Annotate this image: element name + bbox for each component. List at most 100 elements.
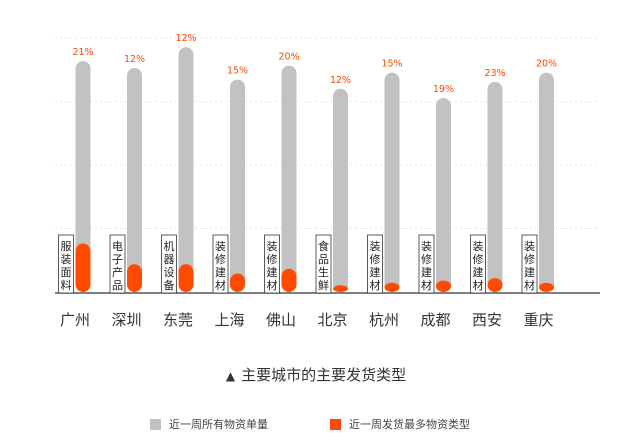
legend-swatch-gray: [150, 418, 161, 430]
bar-total: [436, 98, 451, 292]
type-label: 食品生鲜: [318, 239, 329, 292]
bar-total: [333, 88, 348, 292]
bar-total: [178, 47, 194, 293]
type-label-box: [521, 234, 538, 294]
type-label-char: 材: [370, 278, 381, 292]
bar-total: [127, 68, 142, 292]
type-label-char: 装: [421, 240, 432, 253]
legend-label-top-type: 近一周发货最多物资类型: [349, 418, 470, 431]
bar-top-type: [436, 280, 451, 292]
bar-top-type: [384, 282, 400, 292]
type-label-char: 修: [267, 252, 278, 266]
type-label-char: 设: [164, 266, 175, 279]
type-label-box: [161, 234, 177, 294]
type-label-char: 装: [215, 240, 226, 253]
bar-top-type: [487, 278, 503, 292]
grid-lines: [55, 37, 600, 229]
x-tick-label: 西安: [472, 311, 502, 329]
percent-label: 15%: [381, 59, 402, 70]
percent-label: 20%: [278, 52, 299, 63]
type-label-char: 品: [112, 279, 123, 292]
type-label-char: 机: [164, 239, 175, 253]
type-label-char: 建: [421, 265, 432, 279]
type-label-box: [367, 234, 383, 294]
type-label-char: 材: [473, 278, 484, 292]
type-label-char: 食: [318, 239, 329, 253]
type-label-char: 材: [421, 278, 432, 292]
type-label-box: [58, 234, 74, 294]
type-label-char: 建: [473, 265, 484, 279]
type-label-char: 装: [524, 240, 535, 253]
type-label-char: 装: [61, 253, 72, 266]
type-label-box: [418, 234, 435, 294]
type-label-char: 建: [215, 265, 226, 279]
type-label-char: 备: [164, 278, 175, 292]
type-label-char: 料: [61, 278, 72, 292]
bar-total: [384, 72, 400, 293]
type-label-char: 鲜: [318, 278, 329, 292]
bar-total: [281, 65, 297, 292]
x-tick-label: 广州: [60, 311, 90, 329]
x-tick-label: 北京: [317, 311, 347, 329]
bar-top-type: [230, 273, 245, 292]
type-label-char: 器: [164, 253, 175, 266]
x-tick-label: 深圳: [111, 311, 141, 329]
type-label-char: 子: [112, 253, 123, 266]
bar-total: [75, 61, 91, 292]
type-label: 装修建材: [473, 240, 484, 292]
chart-title: ▲ 主要城市的主要发货类型: [0, 364, 632, 385]
type-label: 机器设备: [164, 239, 175, 292]
x-tick-label: 成都: [420, 311, 450, 329]
percent-label: 12%: [330, 75, 351, 86]
type-label-char: 产: [112, 265, 123, 279]
x-tick-label: 上海: [214, 311, 244, 329]
type-label-char: 面: [61, 266, 72, 279]
type-label-box: [315, 234, 332, 294]
type-label-char: 材: [215, 278, 226, 292]
bar-top-type: [333, 285, 348, 292]
bar-total: [539, 72, 554, 293]
type-label-char: 装: [370, 240, 381, 253]
type-label-char: 材: [267, 278, 278, 292]
type-label: 电子产品: [112, 240, 123, 292]
bar-top-type: [178, 264, 194, 292]
type-label-box: [212, 234, 229, 294]
type-label-char: 修: [421, 252, 432, 266]
type-label-char: 修: [215, 252, 226, 266]
type-label: 装修建材: [215, 240, 226, 292]
type-label: 装修建材: [421, 240, 432, 292]
type-label-box: [264, 234, 280, 294]
type-label-box: [470, 234, 486, 294]
x-tick-label: 东莞: [163, 311, 193, 329]
type-label-char: 建: [267, 265, 278, 279]
percent-label: 15%: [227, 66, 248, 77]
bar-top-type: [281, 268, 297, 292]
x-tick-label: 杭州: [369, 311, 399, 329]
type-label-char: 建: [370, 265, 381, 279]
triangle-up-icon: ▲: [225, 369, 236, 383]
bar-total: [230, 79, 245, 293]
legend-item-top-type: 近一周发货最多物资类型: [330, 416, 470, 432]
type-label-char: 建: [524, 265, 535, 279]
type-label-box: [109, 234, 126, 294]
percent-label: 19%: [433, 84, 454, 95]
percent-label: 23%: [484, 68, 505, 79]
bar-top-type: [75, 243, 91, 292]
type-label-char: 材: [524, 278, 535, 292]
type-label: 装修建材: [524, 240, 535, 292]
type-label-char: 电: [112, 240, 123, 253]
x-tick-label: 佛山: [266, 311, 296, 329]
legend-item-total: 近一周所有物资单量: [150, 416, 268, 432]
legend-swatch-orange: [330, 418, 341, 430]
type-label-char: 品: [318, 253, 329, 266]
